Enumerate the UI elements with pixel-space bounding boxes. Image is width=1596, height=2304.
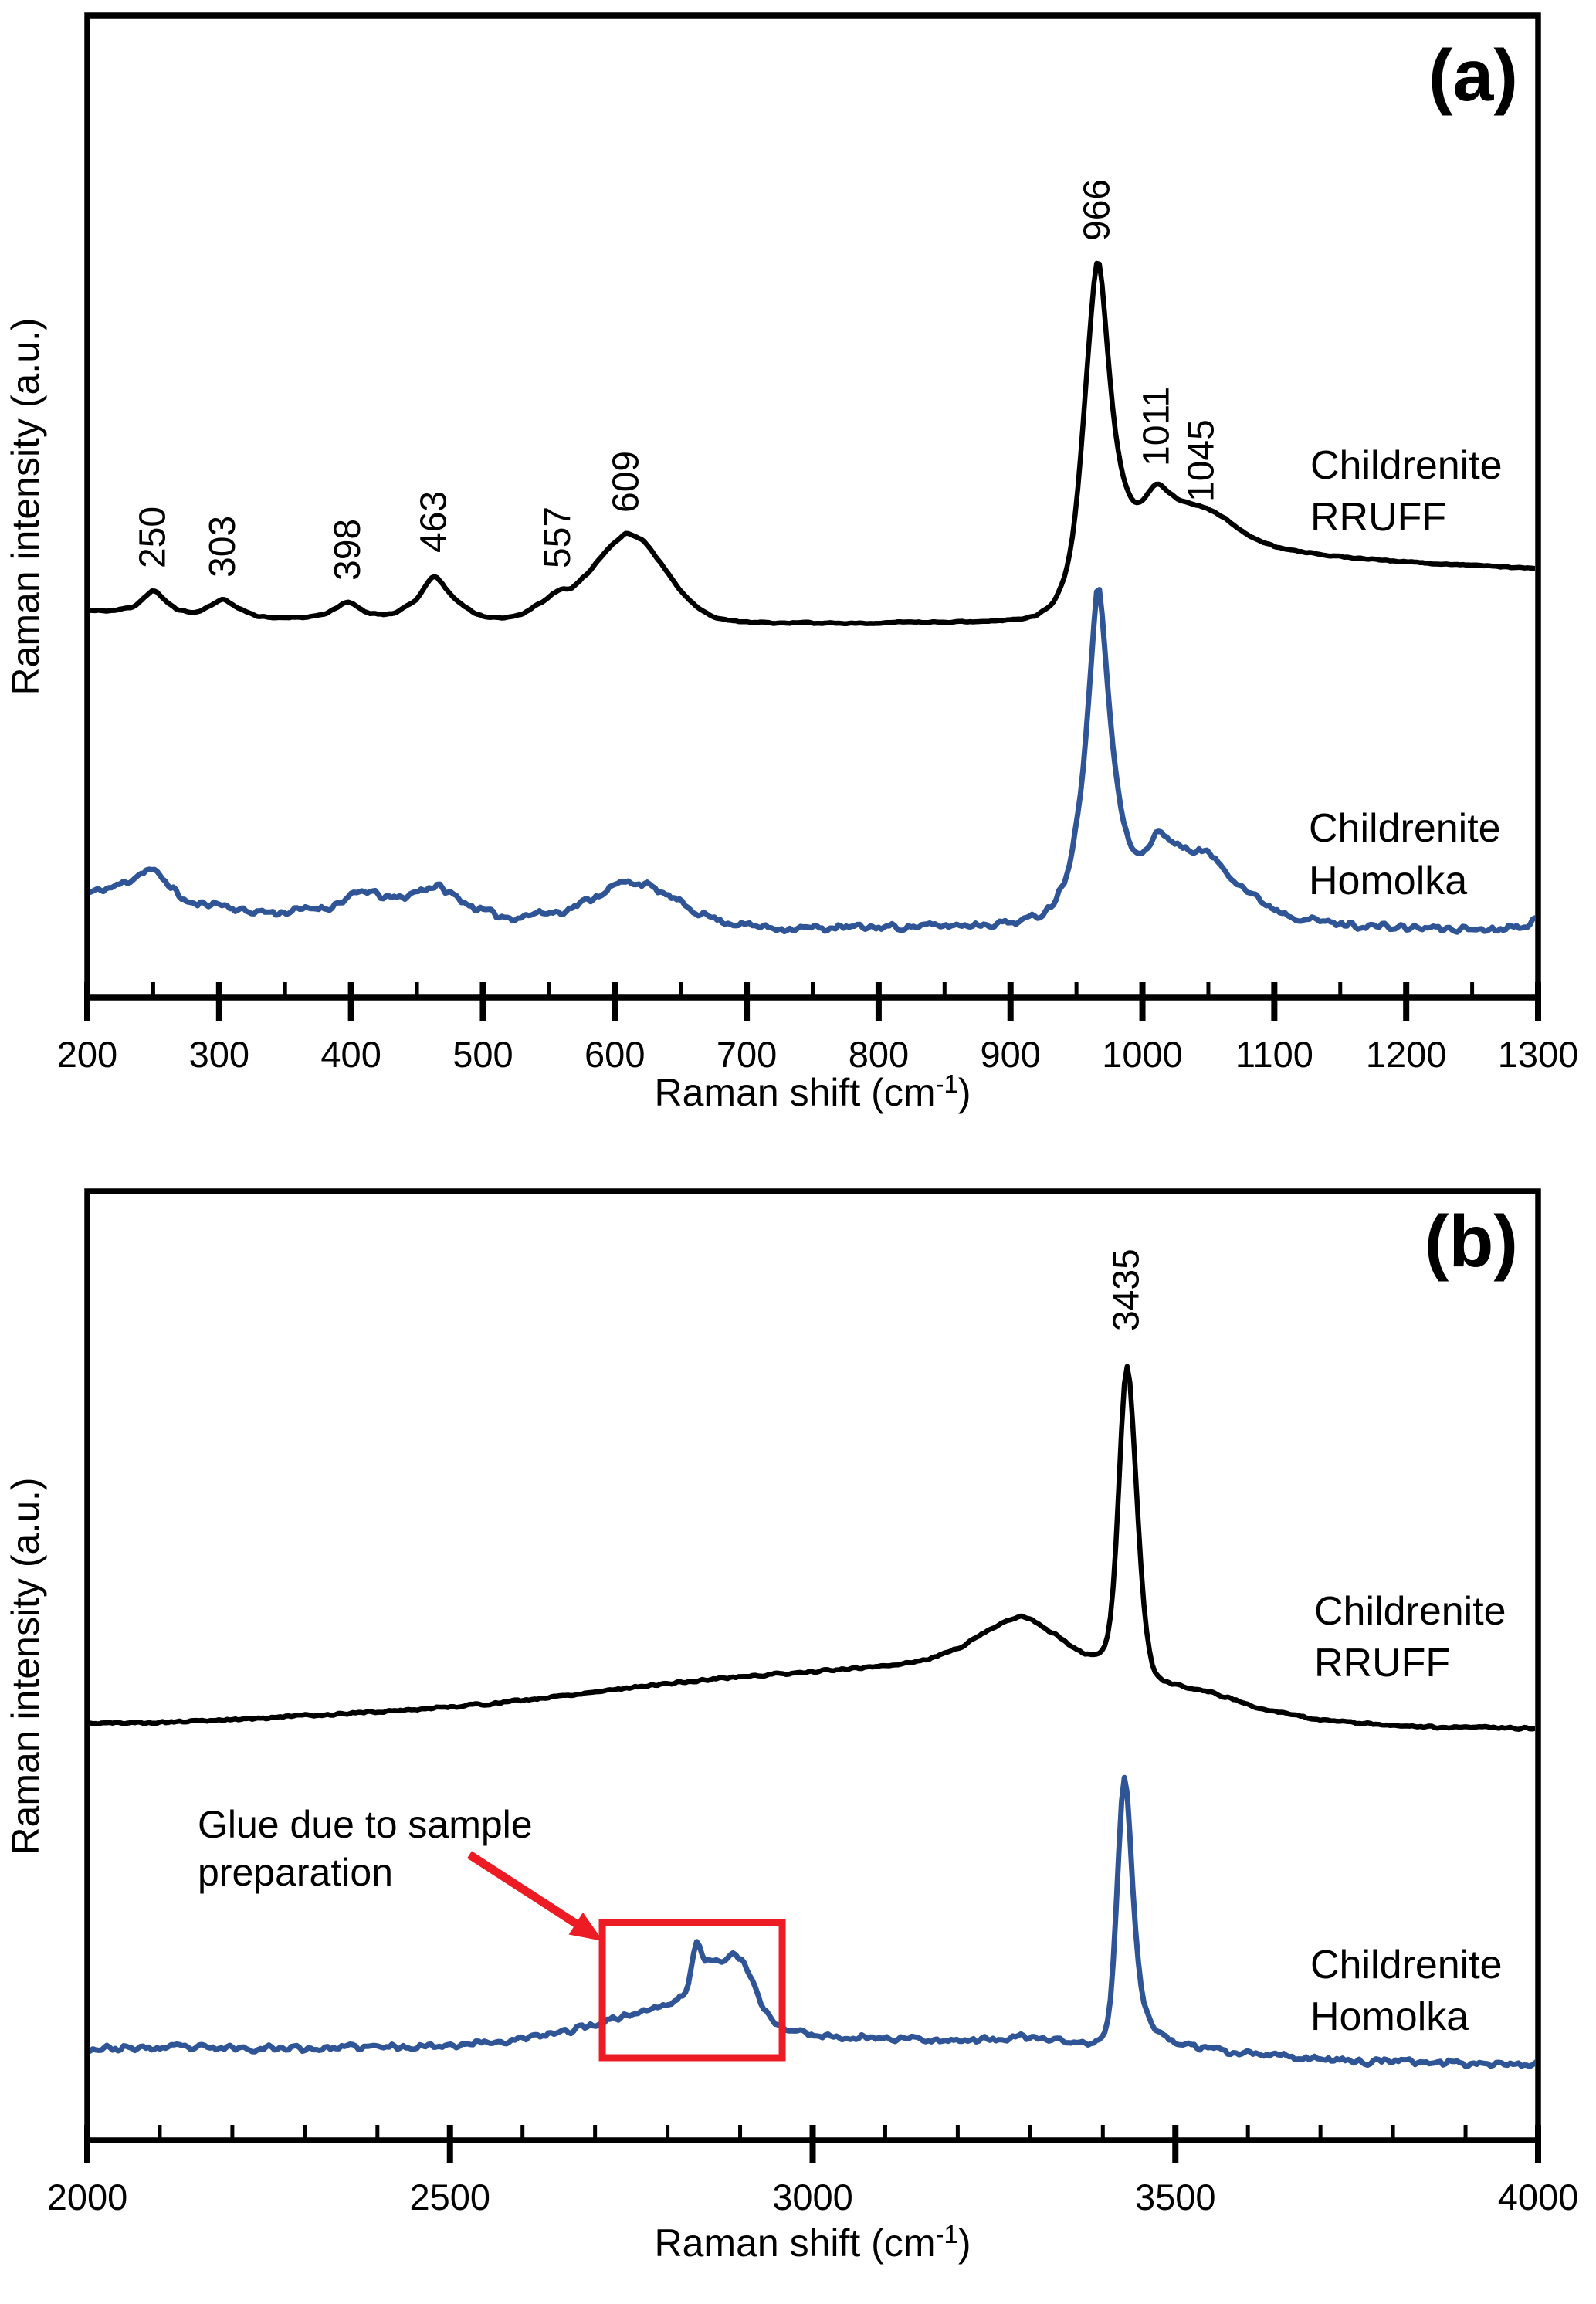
y-axis-title-b: Raman intensity (a.u.): [4, 1477, 47, 1855]
x-tick-label: 3000: [772, 2177, 853, 2218]
x-tick-label: 4000: [1498, 2177, 1579, 2218]
glue-region-box: [598, 1919, 786, 2062]
x-axis-title-a: Raman shift (cm-1): [655, 1069, 971, 1114]
series-curve-childrenite-rruff-a: [90, 260, 1535, 627]
peak-label-557: 557: [537, 507, 578, 568]
peak-label-463: 463: [413, 491, 454, 553]
series-label-childrenite-rruff-b: Childrenite RRUFF: [1314, 1589, 1506, 1686]
x-tick-label: 900: [981, 1034, 1041, 1075]
peak-label-609: 609: [606, 451, 647, 513]
series-label-line: Childrenite: [1314, 1589, 1506, 1634]
x-tick-label: 1100: [1235, 1034, 1313, 1075]
peak-label-250: 250: [132, 507, 173, 568]
x-tick-label: 200: [57, 1034, 117, 1075]
series-label-childrenite-homolka-b: Childrenite Homolka: [1310, 1943, 1503, 2039]
plot-frame-a: [84, 12, 1541, 1001]
series-curve-childrenite-rruff-b: [90, 1364, 1535, 1732]
x-tick-label: 300: [189, 1034, 249, 1075]
panel-letter-b: (b): [1425, 1201, 1518, 1282]
series-label-line: Homolka: [1309, 859, 1467, 903]
series-label-line: RRUFF: [1314, 1641, 1450, 1686]
series-label-line: Childrenite: [1310, 443, 1503, 488]
series-label-childrenite-homolka-a: Childrenite Homolka: [1309, 806, 1501, 903]
peak-label-398: 398: [327, 519, 368, 581]
series-curve-childrenite-homolka-b: [90, 1774, 1535, 2069]
x-tick-label: 800: [849, 1034, 909, 1075]
x-axis-title-b: Raman shift (cm-1): [655, 2220, 971, 2265]
series-curve-childrenite-homolka-a: [90, 587, 1535, 935]
panel-b: Childrenite RRUFF Childrenite Homolka 3435 Gl…: [4, 1188, 1579, 2265]
x-tick-label: 700: [717, 1034, 777, 1075]
x-tick-label: 2500: [409, 2177, 490, 2218]
series-label-line: Childrenite: [1310, 1943, 1503, 1987]
glue-annotation-text-line: Glue due to sample: [198, 1803, 533, 1846]
series-label-line: Homolka: [1310, 1994, 1469, 2039]
peak-label-3435: 3435: [1106, 1249, 1147, 1331]
peak-label-1011: 1011: [1136, 387, 1177, 466]
x-axis-b: 2000 2500 3000 3500 4000: [47, 2125, 1579, 2218]
x-tick-label: 500: [452, 1034, 513, 1075]
panel-letter-a: (a): [1428, 35, 1518, 117]
peak-label-966: 966: [1076, 179, 1117, 241]
x-tick-label: 400: [320, 1034, 381, 1075]
x-tick-label: 1200: [1366, 1034, 1447, 1075]
peak-label-1045: 1045: [1181, 419, 1222, 502]
series-label-childrenite-rruff-a: Childrenite RRUFF: [1310, 443, 1503, 540]
series-label-line: RRUFF: [1310, 495, 1446, 540]
x-tick-label: 600: [585, 1034, 645, 1075]
glue-annotation-text-line: preparation: [198, 1851, 393, 1894]
series-label-line: Childrenite: [1309, 806, 1501, 851]
y-axis-title-a: Raman intensity (a.u.): [4, 317, 47, 695]
glue-arrow-head: [568, 1912, 603, 1941]
peak-label-303: 303: [202, 516, 243, 578]
x-tick-label: 2000: [47, 2177, 128, 2218]
panel-a: Childrenite RRUFF Childrenite Homolka 250 303…: [4, 12, 1578, 1114]
x-axis-a: 200 300 400 500 600 700 800 900 1000 1100 1200 1300: [57, 982, 1578, 1075]
glue-annotation: Glue due to sample preparation: [198, 1803, 786, 2062]
x-tick-label: 1300: [1498, 1034, 1579, 1075]
x-tick-label: 3500: [1135, 2177, 1216, 2218]
x-tick-label: 1000: [1102, 1034, 1183, 1075]
glue-arrow-shaft: [467, 1851, 582, 1930]
